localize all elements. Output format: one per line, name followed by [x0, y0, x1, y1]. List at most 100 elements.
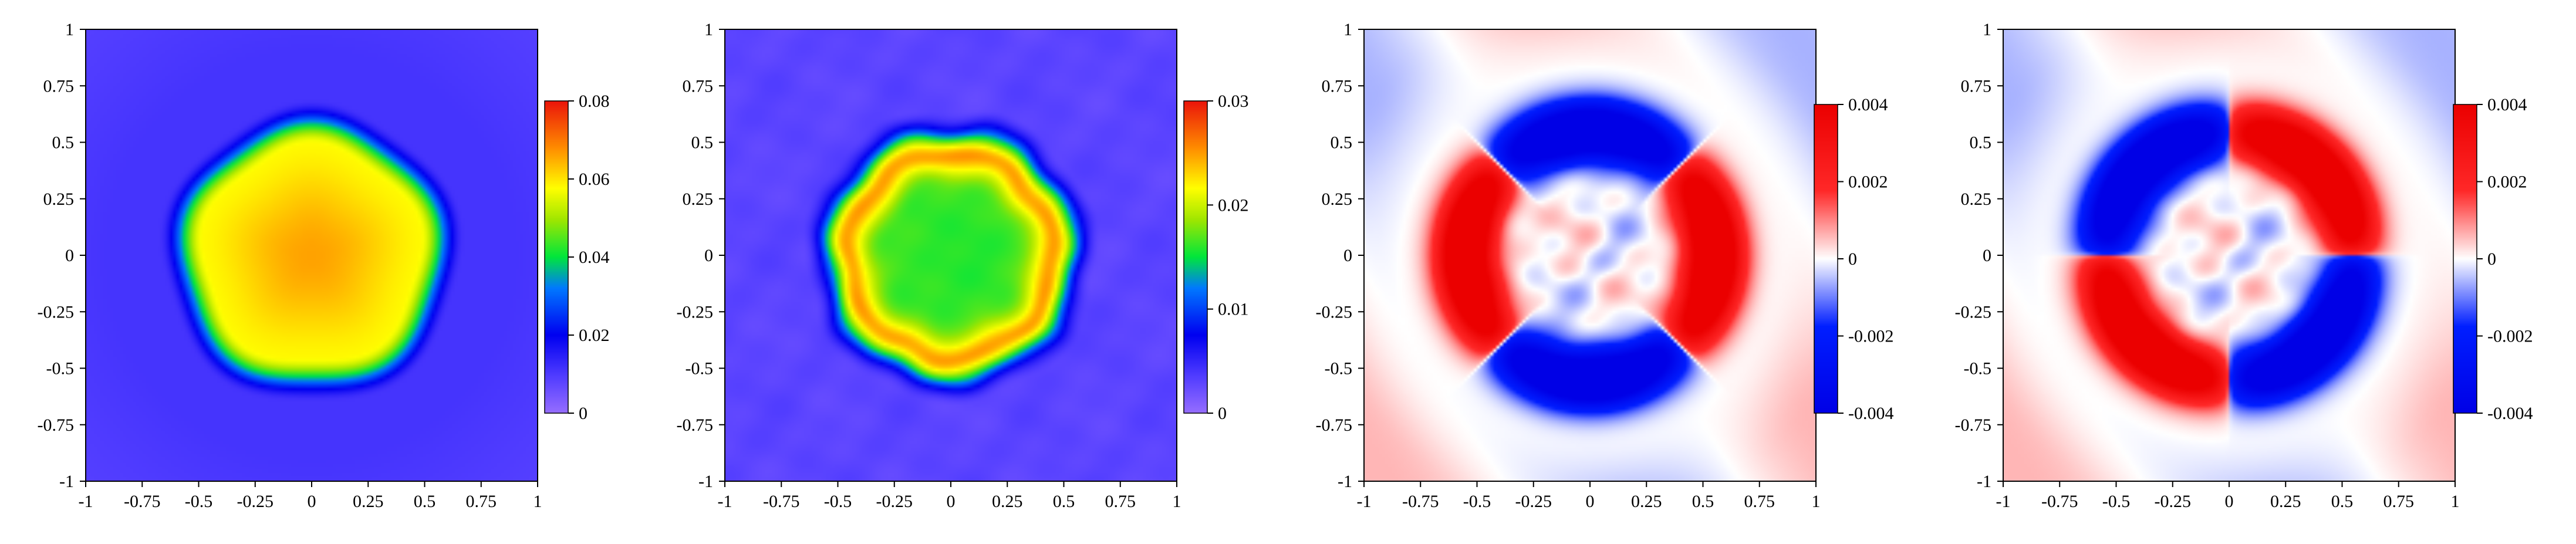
x-tick-label: 0.5 — [1692, 492, 1714, 511]
y-tick-label: 1 — [704, 20, 713, 39]
colorbar — [545, 101, 568, 413]
x-tick-label: 0.25 — [1631, 492, 1662, 511]
colorbar-tick-label: -0.002 — [2487, 327, 2533, 346]
x-tick-label: -0.75 — [763, 492, 800, 511]
colorbar-tick-label: -0.004 — [2487, 404, 2533, 423]
colorbar-tick-label: 0.004 — [2487, 95, 2527, 114]
y-tick-label: 0 — [65, 246, 74, 265]
x-tick-label: -1 — [1357, 492, 1372, 511]
y-tick-label: 0.75 — [43, 76, 75, 96]
x-tick-label: 0.75 — [1105, 492, 1136, 511]
y-tick-label: -0.5 — [686, 359, 714, 379]
colorbar-tick-label: 0.02 — [579, 326, 610, 345]
colorbar-tick-label: 0 — [1848, 249, 1857, 269]
colorbar-tick-label: 0.004 — [1848, 95, 1888, 114]
x-tick-label: 0.5 — [2331, 492, 2354, 511]
x-tick-label: 0 — [308, 492, 316, 511]
colorbar-tick-label: 0.002 — [1848, 173, 1888, 192]
x-tick-label: 1 — [534, 492, 542, 511]
heatmap-image — [725, 29, 1177, 481]
x-tick-label: 0.5 — [414, 492, 436, 511]
colorbar-frame — [1183, 100, 1208, 414]
x-tick-label: -0.5 — [185, 492, 213, 511]
y-tick-label: 0.25 — [1322, 190, 1353, 209]
x-tick-label: 0.75 — [466, 492, 497, 511]
x-tick-label: -0.25 — [1515, 492, 1552, 511]
x-tick-label: -0.75 — [2041, 492, 2078, 511]
y-tick-label: -0.25 — [38, 302, 75, 322]
y-tick-label: 0 — [704, 246, 713, 265]
colorbar — [1814, 104, 1838, 413]
heatmap-image — [1364, 29, 1816, 481]
x-tick-label: -0.75 — [124, 492, 161, 511]
colorbar-tick-label: -0.002 — [1848, 327, 1894, 346]
x-tick-label: 0 — [1586, 492, 1595, 511]
x-tick-label: -0.5 — [2102, 492, 2131, 511]
x-tick-label: 0 — [2225, 492, 2234, 511]
x-tick-label: 1 — [1812, 492, 1821, 511]
x-tick-label: -1 — [718, 492, 732, 511]
y-tick-label: 0.25 — [43, 190, 75, 209]
y-tick-label: -0.75 — [1955, 415, 1992, 435]
x-tick-label: 0.75 — [2383, 492, 2415, 511]
y-tick-label: 0.5 — [1331, 133, 1353, 153]
heatmap-image — [86, 29, 538, 481]
x-tick-label: 1 — [1173, 492, 1181, 511]
y-tick-label: 0.25 — [683, 190, 714, 209]
colorbar-tick-label: 0.06 — [579, 170, 610, 189]
x-tick-label: 0.5 — [1053, 492, 1075, 511]
colorbar-tick-label: 0 — [579, 404, 588, 423]
y-tick-label: 0 — [1343, 246, 1352, 265]
colorbar-tick-label: 0.002 — [2487, 173, 2527, 192]
x-tick-label: 0 — [947, 492, 956, 511]
x-tick-label: 0.75 — [1744, 492, 1775, 511]
x-tick-label: -0.75 — [1402, 492, 1439, 511]
y-tick-label: -1 — [1338, 472, 1352, 491]
y-tick-label: -1 — [698, 472, 713, 491]
y-tick-label: 1 — [65, 20, 74, 39]
chart-panel-1: -1 -0.75 -0.5 -0.25 0 0.25 0.5 0.75 1 1 0.75 0.5 0.2… — [38, 20, 610, 511]
x-tick-label: -0.5 — [1463, 492, 1491, 511]
x-tick-label: -0.25 — [876, 492, 913, 511]
colorbar — [1184, 101, 1207, 413]
colorbar-tick-label: 0.02 — [1218, 195, 1249, 215]
x-tick-label: 1 — [2451, 492, 2460, 511]
y-tick-label: 0.75 — [1961, 76, 1992, 96]
chart-panel-2: -1 -0.75 -0.5 -0.25 0 0.25 0.5 0.75 1 1 0.75 0.5 0.2… — [677, 20, 1249, 511]
colorbar-tick-label: -0.004 — [1848, 404, 1894, 423]
y-tick-label: -0.5 — [1964, 359, 1992, 379]
chart-panel-3: -1 -0.75 -0.5 -0.25 0 0.25 0.5 0.75 1 1 0.75 0.5 0.2… — [1316, 20, 1894, 511]
heatmap-image — [2003, 29, 2455, 481]
colorbar — [2453, 104, 2477, 413]
y-tick-label: 1 — [1343, 20, 1352, 39]
x-tick-label: 0.25 — [992, 492, 1023, 511]
y-tick-label: -0.5 — [46, 359, 75, 379]
x-tick-label: -0.5 — [824, 492, 852, 511]
colorbar-tick-label: 0 — [2487, 249, 2496, 269]
y-tick-label: 0.5 — [691, 133, 714, 153]
y-tick-label: 0.75 — [1322, 76, 1353, 96]
y-tick-label: 1 — [1983, 20, 1991, 39]
y-tick-label: 0.75 — [683, 76, 714, 96]
y-tick-label: -1 — [59, 472, 74, 491]
colorbar-tick-label: 0.08 — [579, 92, 610, 111]
colorbar-tick-label: 0.01 — [1218, 300, 1249, 319]
y-tick-label: 0.25 — [1961, 190, 1992, 209]
y-tick-label: -0.75 — [38, 415, 75, 435]
x-tick-label: -0.25 — [2155, 492, 2192, 511]
x-tick-label: 0.25 — [2270, 492, 2301, 511]
chart-panel-4: -1 -0.75 -0.5 -0.25 0 0.25 0.5 0.75 1 1 0.75 0.5 0.2… — [1955, 20, 2533, 511]
x-tick-label: -1 — [1996, 492, 2011, 511]
y-tick-label: -1 — [1977, 472, 1991, 491]
y-tick-label: -0.75 — [677, 415, 714, 435]
y-tick-label: 0 — [1983, 246, 1991, 265]
y-tick-label: 0.5 — [52, 133, 75, 153]
y-tick-label: -0.75 — [1316, 415, 1353, 435]
y-tick-label: -0.25 — [1316, 302, 1353, 322]
y-tick-label: -0.25 — [677, 302, 714, 322]
colorbar-tick-label: 0 — [1218, 404, 1227, 423]
x-tick-label: -1 — [79, 492, 93, 511]
x-tick-label: -0.25 — [237, 492, 274, 511]
colorbar-tick-label: 0.03 — [1218, 92, 1249, 111]
